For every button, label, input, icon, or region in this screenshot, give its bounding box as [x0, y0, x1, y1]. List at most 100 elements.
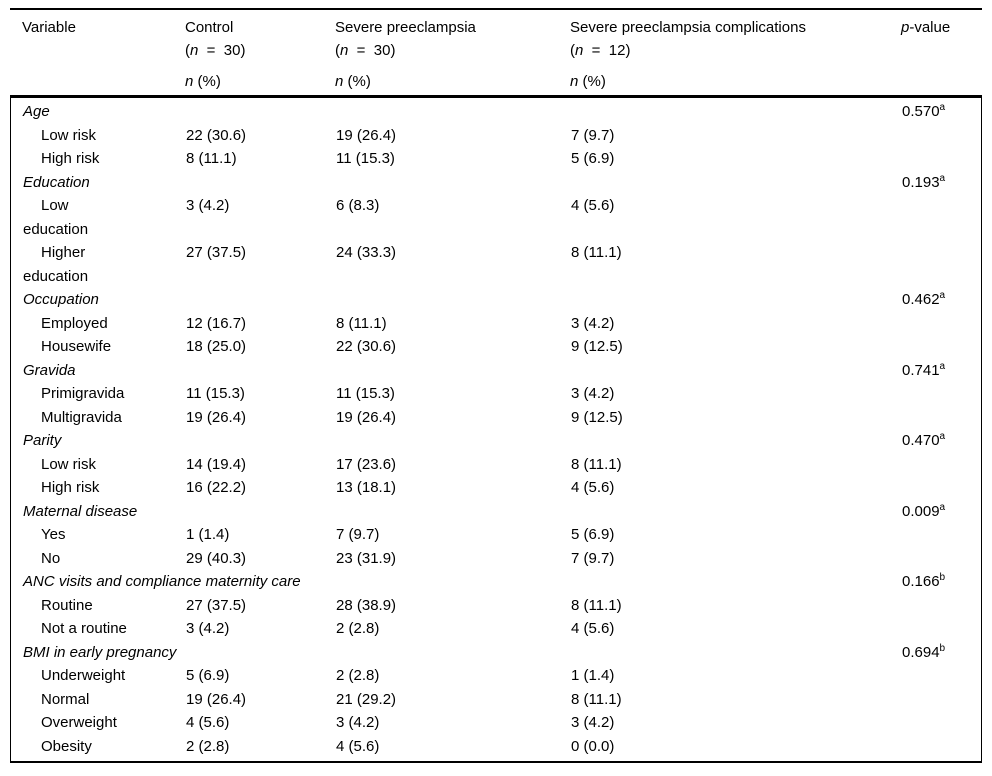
value-cell-group-3: 9 (12.5)	[571, 338, 623, 355]
group-n-count: (n = 30)	[335, 42, 396, 59]
p-value-cell: 0.570a	[890, 100, 983, 124]
value-cell-group-1: 27 (37.5)	[186, 244, 247, 261]
item-row: Primigravida 11 (15.3) 11 (15.3) 3 (4.2)	[11, 382, 981, 406]
row-label: Underweight	[41, 667, 126, 684]
item-row: Underweight 5 (6.9) 2 (2.8) 1 (1.4)	[11, 664, 981, 688]
group-n-count: (n = 30)	[185, 42, 246, 59]
n-symbol: n	[570, 73, 579, 90]
row-label: High risk	[41, 479, 100, 496]
row-label: Education	[23, 173, 90, 191]
p-value-number: 0.741	[902, 361, 940, 379]
value-cell-group-3: 3 (4.2)	[571, 314, 615, 332]
value-cell-group-3: 7 (9.7)	[571, 126, 615, 144]
p-symbol: p	[901, 19, 910, 36]
row-label: Multigravida	[41, 408, 122, 426]
row-label: Low risk	[41, 126, 97, 144]
p-value-cell-empty	[890, 335, 983, 359]
item-row: Obesity 2 (2.8) 4 (5.6) 0 (0.0)	[11, 735, 981, 759]
value-cell-group-2: 2 (2.8)	[336, 667, 380, 684]
value-cell-group-2: 7 (9.7)	[336, 526, 380, 543]
value-cell-group-1: 19 (26.4)	[186, 408, 247, 426]
study-characteristics-table: Variable Control (n = 30) n (%) Severe p…	[10, 8, 982, 763]
item-row: High risk 16 (22.2) 13 (18.1) 4 (5.6)	[11, 476, 981, 500]
p-value-cell-empty	[890, 547, 983, 571]
row-label: Normal	[41, 690, 90, 708]
p-value-superscript: a	[939, 172, 946, 184]
p-value-cell: 0.470a	[890, 429, 983, 453]
row-label: Age	[23, 103, 50, 120]
item-row: Yes 1 (1.4) 7 (9.7) 5 (6.9)	[11, 523, 981, 547]
section-row: Gravida 0.741a	[11, 359, 981, 383]
value-cell-group-3: 7 (9.7)	[571, 549, 615, 567]
value-cell-group-1: 8 (11.1)	[186, 150, 237, 167]
p-value-cell: 0.694b	[890, 641, 983, 665]
row-label: Obesity	[41, 737, 92, 755]
item-row: Low risk 22 (30.6) 19 (26.4) 7 (9.7)	[11, 124, 981, 148]
value-cell-group-2: 13 (18.1)	[336, 479, 397, 496]
p-value-superscript: a	[939, 102, 946, 113]
value-cell-group-1: 18 (25.0)	[186, 338, 247, 355]
p-value-cell-empty	[890, 241, 983, 288]
n-symbol: n	[575, 42, 584, 59]
value-cell-group-2: 28 (38.9)	[336, 596, 397, 614]
group-n-pct: n (%)	[335, 73, 371, 90]
p-value-cell-empty	[890, 382, 983, 406]
value-cell-group-1: 29 (40.3)	[186, 549, 247, 567]
item-row: Employed 12 (16.7) 8 (11.1) 3 (4.2)	[11, 312, 981, 336]
header-group-severe-preeclampsia: Severe preeclampsia (n = 30) n (%)	[323, 16, 558, 93]
value-cell-group-3: 3 (4.2)	[571, 714, 615, 731]
value-cell-group-3: 4 (5.6)	[571, 479, 615, 496]
item-row: Housewife 18 (25.0) 22 (30.6) 9 (12.5)	[11, 335, 981, 359]
value-cell-group-2: 2 (2.8)	[336, 620, 380, 637]
n-symbol: n	[185, 73, 194, 90]
p-value-cell-empty	[890, 194, 983, 241]
value-cell-group-1: 19 (26.4)	[186, 690, 247, 708]
row-label: Employed	[41, 314, 108, 332]
value-cell-group-2: 19 (26.4)	[336, 408, 397, 426]
p-value-cell: 0.462a	[890, 288, 983, 312]
value-cell-group-3: 4 (5.6)	[571, 197, 615, 214]
row-label: Housewife	[41, 338, 112, 355]
value-cell-group-2: 17 (23.6)	[336, 455, 397, 473]
item-row: Routine 27 (37.5) 28 (38.9) 8 (11.1)	[11, 594, 981, 618]
value-cell-group-3: 8 (11.1)	[571, 690, 622, 708]
group-n-pct: n (%)	[185, 73, 221, 90]
p-value-cell-empty	[890, 406, 983, 430]
row-label: Parity	[23, 432, 62, 449]
value-cell-group-2: 24 (33.3)	[336, 244, 397, 261]
value-cell-group-1: 14 (19.4)	[186, 455, 247, 473]
p-value-cell-empty	[890, 476, 983, 500]
item-row: Higher education 27 (37.5) 24 (33.3) 8 (11.…	[11, 241, 981, 288]
p-value-number: 0.570	[902, 103, 940, 120]
item-row: No 29 (40.3) 23 (31.9) 7 (9.7)	[11, 547, 981, 571]
group-title: Severe preeclampsia complications	[570, 19, 806, 36]
p-value-cell-empty	[890, 147, 983, 171]
value-cell-group-1: 2 (2.8)	[186, 737, 230, 755]
section-row: Occupation 0.462a	[11, 288, 981, 312]
p-value-number: 0.470	[902, 432, 940, 449]
header-p-value: p-value	[889, 16, 982, 93]
row-label: High risk	[41, 150, 100, 167]
value-cell-group-3: 9 (12.5)	[571, 408, 623, 426]
row-label: Occupation	[23, 291, 99, 308]
value-cell-group-3: 8 (11.1)	[571, 455, 622, 473]
section-row: Age 0.570a	[11, 100, 981, 124]
item-row: Low risk 14 (19.4) 17 (23.6) 8 (11.1)	[11, 453, 981, 477]
row-label: Not a routine	[41, 620, 127, 637]
row-label: BMI in early pregnancy	[23, 643, 177, 661]
row-label: Yes	[41, 526, 66, 543]
header-group-severe-preeclampsia-complications: Severe preeclampsia complications (n = 1…	[558, 16, 889, 93]
value-cell-group-2: 4 (5.6)	[336, 737, 380, 755]
value-cell-group-3: 5 (6.9)	[571, 526, 615, 543]
p-value-superscript: a	[939, 290, 946, 301]
row-label: Gravida	[23, 361, 76, 379]
p-value-superscript: a	[939, 501, 946, 513]
p-value-cell-empty	[890, 711, 983, 735]
row-label: Higher education	[23, 244, 89, 285]
value-cell-group-1: 5 (6.9)	[186, 667, 230, 684]
value-cell-group-1: 3 (4.2)	[186, 620, 230, 637]
p-value-cell: 0.741a	[890, 359, 983, 383]
p-value-cell-empty	[890, 735, 983, 759]
value-cell-group-3: 8 (11.1)	[571, 244, 622, 261]
value-cell-group-3: 1 (1.4)	[571, 667, 615, 684]
